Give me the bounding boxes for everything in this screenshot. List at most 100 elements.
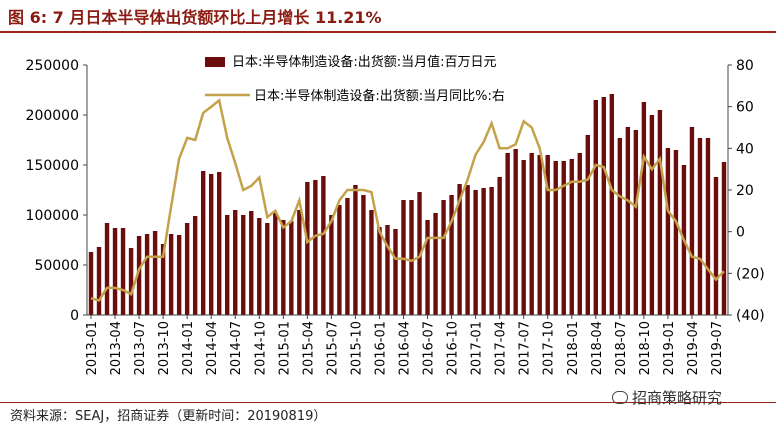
x-tick-label: 2014-01: [181, 321, 196, 375]
y-right-tick-label: (20): [736, 266, 765, 282]
chart: 050000100000150000200000250000(40)(20)02…: [26, 54, 765, 375]
bar: [160, 244, 166, 315]
bar: [641, 102, 647, 315]
watermark: 招商策略研究: [612, 387, 722, 408]
bar: [297, 210, 302, 315]
x-tick-label: 2019-04: [686, 321, 701, 375]
bar: [265, 223, 270, 315]
x-tick-label: 2016-10: [446, 321, 461, 375]
x-tick-label: 2016-04: [397, 321, 412, 375]
title-divider: [0, 31, 776, 33]
x-tick-label: 2014-04: [205, 321, 220, 375]
y-right-tick-label: 0: [736, 225, 745, 241]
bar: [425, 220, 430, 315]
bar: [144, 234, 150, 315]
x-tick-label: 2016-01: [373, 321, 388, 375]
bar: [192, 216, 198, 315]
bar: [529, 153, 534, 315]
bar: [665, 148, 671, 315]
footer-divider: [0, 402, 776, 403]
bar: [625, 127, 631, 315]
bar: [505, 153, 510, 315]
bar: [617, 138, 623, 315]
x-tick-label: 2015-07: [325, 321, 340, 375]
bar: [409, 200, 414, 315]
x-tick-label: 2015-01: [277, 321, 292, 375]
bar: [593, 100, 598, 315]
y-right-tick-label: 40: [736, 141, 754, 157]
y-left-tick-label: 100000: [26, 208, 79, 224]
bar: [457, 184, 462, 315]
bar: [305, 182, 310, 315]
bar: [321, 176, 326, 315]
y-right-tick-label: 80: [736, 58, 754, 74]
bar: [713, 177, 719, 315]
bar: [673, 150, 679, 315]
wechat-icon: [612, 391, 628, 404]
bar: [441, 200, 446, 315]
bar: [601, 97, 607, 315]
bar: [345, 198, 350, 315]
y-right-tick-label: (40): [736, 308, 765, 324]
bar: [225, 215, 230, 315]
legend: 日本:半导体制造设备:出货额:当月值:百万日元 日本:半导体制造设备:出货额:当…: [205, 54, 505, 104]
x-tick-label: 2017-01: [470, 321, 485, 375]
bar: [697, 138, 703, 315]
y-right-tick-label: 60: [736, 100, 754, 116]
bar: [585, 135, 590, 315]
y-right-tick-label: 20: [736, 183, 754, 199]
bar: [649, 115, 655, 315]
x-tick-label: 2018-10: [638, 321, 653, 375]
bar-series: [88, 94, 727, 315]
bar: [152, 231, 158, 315]
bar: [577, 153, 582, 315]
bar: [361, 195, 366, 315]
legend-bar-label: 日本:半导体制造设备:出货额:当月值:百万日元: [232, 54, 497, 70]
bar: [705, 138, 711, 315]
bar: [184, 223, 190, 315]
bar: [353, 185, 358, 315]
bar: [128, 248, 134, 315]
line-series: [90, 98, 725, 302]
x-tick-label: 2019-07: [710, 321, 725, 375]
bar: [208, 174, 214, 315]
bar: [721, 162, 727, 315]
x-tick-label: 2017-10: [542, 321, 557, 375]
bar: [104, 223, 110, 315]
bar: [689, 127, 695, 315]
x-tick-label: 2019-01: [662, 321, 677, 375]
bar: [513, 149, 518, 315]
bar: [233, 210, 238, 315]
bar: [537, 155, 542, 315]
bar: [433, 213, 438, 315]
watermark-text: 招商策略研究: [632, 389, 723, 407]
bar: [449, 195, 454, 315]
x-tick-label: 2015-04: [301, 321, 316, 375]
bar: [176, 235, 182, 315]
y-left-tick-label: 200000: [26, 108, 79, 124]
x-tick-label: 2018-07: [614, 321, 629, 375]
bar: [561, 161, 566, 315]
bar: [88, 252, 94, 315]
bar: [168, 234, 174, 315]
bar: [289, 221, 294, 315]
y-left-tick-label: 50000: [34, 258, 79, 274]
y-left-tick-label: 150000: [26, 158, 79, 174]
x-tick-label: 2014-10: [253, 321, 268, 375]
source-note: 资料来源：SEAJ，招商证券（更新时间：20190819）: [10, 409, 327, 424]
bar: [96, 247, 102, 315]
x-tick-label: 2013-01: [85, 321, 100, 375]
bar: [249, 211, 254, 315]
y-left-tick-label: 250000: [26, 58, 79, 74]
bar: [553, 161, 558, 315]
x-tick-label: 2015-10: [349, 321, 364, 375]
bar: [369, 210, 374, 315]
bar: [313, 180, 318, 315]
x-tick-label: 2013-10: [157, 321, 172, 375]
bar: [393, 229, 398, 315]
bar: [112, 228, 118, 315]
bar: [385, 225, 390, 315]
bar: [633, 130, 639, 315]
x-tick-label: 2014-07: [229, 321, 244, 375]
bar: [281, 220, 286, 315]
